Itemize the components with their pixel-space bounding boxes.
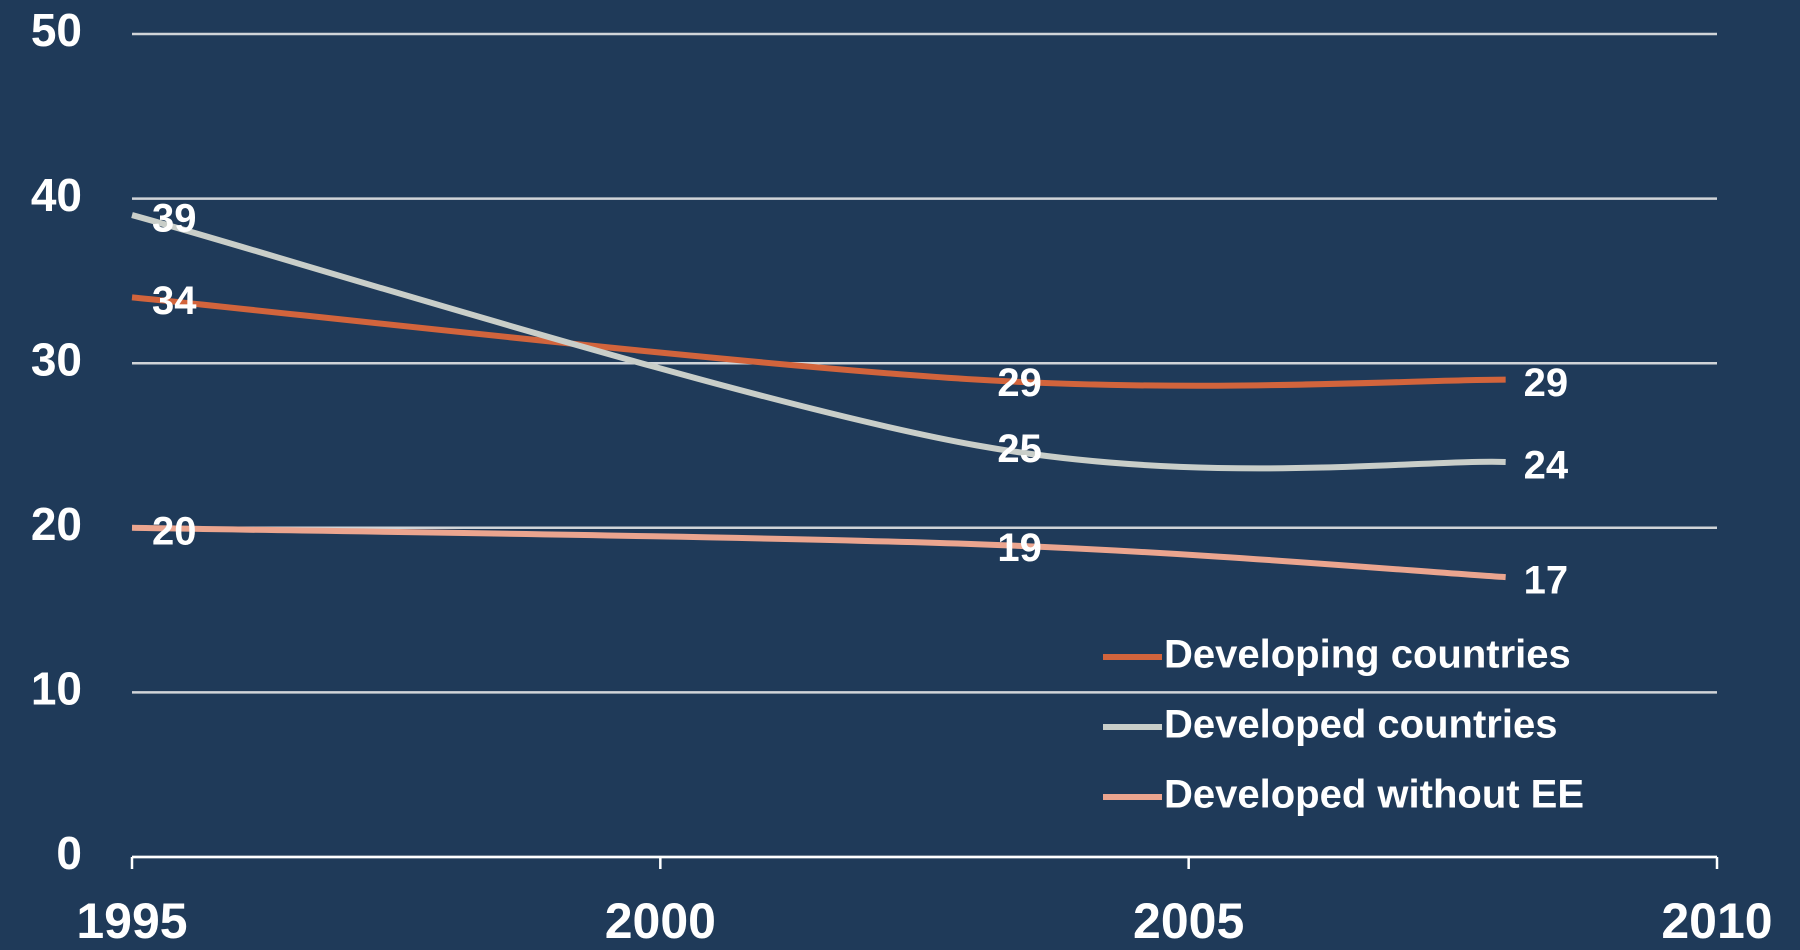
series-line xyxy=(131,212,1506,472)
data-label: 29 xyxy=(1524,361,1569,405)
y-tick-label: 30 xyxy=(31,333,82,385)
y-tick-label: 50 xyxy=(31,4,82,56)
data-label: 19 xyxy=(997,526,1041,570)
x-tick-label: 2010 xyxy=(1661,893,1772,949)
series-line xyxy=(131,294,1506,389)
data-label: 29 xyxy=(997,361,1041,405)
legend-label: Developed without EE xyxy=(1164,773,1584,817)
x-tick-label: 2005 xyxy=(1133,893,1244,949)
y-tick-label: 20 xyxy=(31,498,82,550)
data-label: 17 xyxy=(1524,559,1569,603)
y-tick-label: 40 xyxy=(31,169,82,221)
data-label: 34 xyxy=(152,279,197,323)
y-tick-label: 0 xyxy=(56,827,82,879)
data-label: 20 xyxy=(152,509,197,553)
series-line xyxy=(131,524,1506,581)
data-label: 24 xyxy=(1524,444,1569,488)
legend-label: Developed countries xyxy=(1164,703,1557,747)
y-tick-label: 10 xyxy=(31,663,82,715)
data-label: 25 xyxy=(997,427,1041,471)
legend-label: Developing countries xyxy=(1164,633,1571,677)
x-tick-label: 2000 xyxy=(605,893,716,949)
data-label: 39 xyxy=(152,197,197,241)
x-tick-label: 1995 xyxy=(76,893,187,949)
